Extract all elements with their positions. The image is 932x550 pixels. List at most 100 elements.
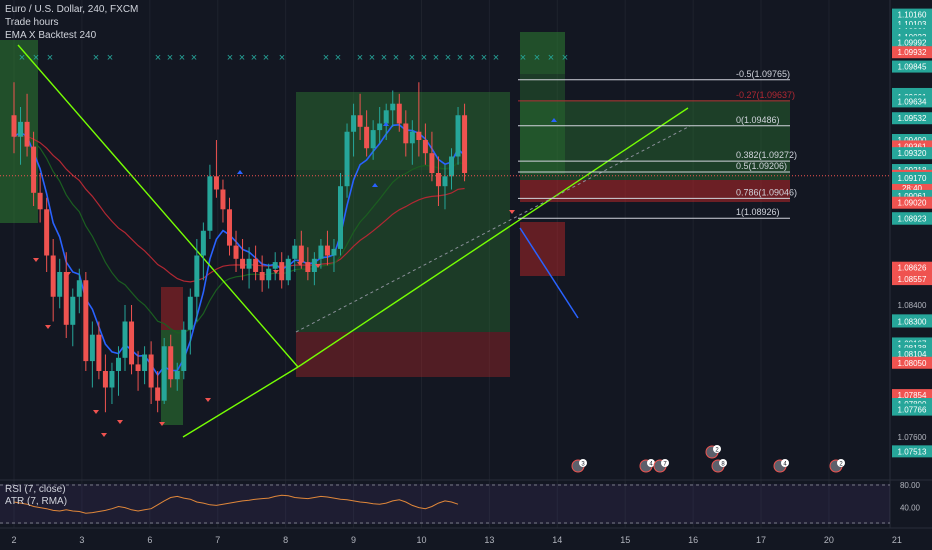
price-label: 28:40 xyxy=(902,184,923,193)
price-label: 1.08104 xyxy=(898,350,927,359)
rsi-pane: 80.00 40.00 xyxy=(0,479,932,524)
price-label: 1.09320 xyxy=(898,149,927,158)
candle-up xyxy=(200,230,206,256)
candle-up xyxy=(377,123,383,131)
time-tick-label: 16 xyxy=(688,535,698,545)
price-label: 1.09532 xyxy=(898,114,927,123)
x-signal-marker: × xyxy=(445,52,451,64)
candle-up xyxy=(338,186,343,249)
ema-slow-line xyxy=(13,135,465,283)
price-label-bg xyxy=(892,403,932,416)
fib-level-label: 1(1.08926) xyxy=(736,207,780,217)
x-signal-marker: × xyxy=(409,52,415,64)
price-label: 1.10103 xyxy=(898,20,927,29)
candle-down xyxy=(220,189,226,210)
candle-down xyxy=(357,115,363,127)
forecast-arrow-line xyxy=(519,227,579,319)
price-label-bg xyxy=(892,273,932,286)
candle-up xyxy=(383,110,389,124)
candle-up xyxy=(272,262,278,269)
x-signal-marker: × xyxy=(251,52,257,64)
candle-down xyxy=(364,126,370,149)
buy-arrow-marker xyxy=(237,170,243,174)
dashed-projection xyxy=(295,125,691,333)
candle-down xyxy=(37,192,43,210)
x-signal-marker: × xyxy=(47,52,53,64)
time-tick-label: 8 xyxy=(283,535,288,545)
candle-up xyxy=(292,245,298,259)
candle-down xyxy=(50,255,56,297)
fib-level-label: -0.5(1.09765) xyxy=(736,69,790,79)
candle-up xyxy=(344,131,350,187)
x-signal-marker: × xyxy=(335,52,341,64)
x-signal-marker: × xyxy=(548,52,554,64)
price-label: 1.08557 xyxy=(898,275,927,284)
candle-up xyxy=(442,176,448,187)
candle-up xyxy=(194,255,200,297)
event-badge-count: 2 xyxy=(839,462,843,468)
candle-up xyxy=(370,130,376,149)
candle-up xyxy=(89,334,95,362)
x-signal-marker: × xyxy=(469,52,475,64)
candle-down xyxy=(44,209,50,256)
x-signal-marker: × xyxy=(323,52,329,64)
price-label: 1.09992 xyxy=(898,38,927,47)
price-label-bg xyxy=(892,315,932,328)
candle-up xyxy=(161,346,167,401)
indicator-trade-hours[interactable]: Trade hours xyxy=(5,17,59,28)
x-signal-marker: × xyxy=(227,52,233,64)
event-badge xyxy=(579,459,587,467)
candle-down xyxy=(324,245,330,256)
rsi-indicator-label[interactable]: RSI (7, close) xyxy=(5,484,66,495)
event-badge xyxy=(647,459,655,467)
rsi-legend: RSI (7, close) ATR (7, RMA) xyxy=(5,484,67,508)
price-label: 1.07600 xyxy=(898,433,927,442)
sell-arrow-marker xyxy=(117,420,123,424)
candle-down xyxy=(279,262,285,281)
ema-mid-line xyxy=(13,134,465,334)
price-label: 1.07766 xyxy=(898,406,927,415)
price-label: 1.09170 xyxy=(898,174,927,183)
candle-down xyxy=(83,280,89,362)
x-signal-marker: × xyxy=(493,52,499,64)
candle-down xyxy=(31,146,37,193)
trade-zones xyxy=(0,32,790,425)
x-signal-marker: × xyxy=(369,52,375,64)
fib-level-label: -0.27(1.09637) xyxy=(736,90,795,100)
time-tick-label: 13 xyxy=(484,535,494,545)
candle-down xyxy=(253,258,259,272)
event-badge xyxy=(837,459,845,467)
trendlines xyxy=(17,44,691,438)
x-signal-marker: × xyxy=(107,52,113,64)
candle-up xyxy=(390,103,396,111)
candle-down xyxy=(396,103,402,124)
sell-arrow-marker xyxy=(159,422,165,426)
event-badge-count: 3 xyxy=(581,462,585,468)
candle-down xyxy=(96,334,102,371)
time-tick-label: 20 xyxy=(824,535,834,545)
x-signal-marker: × xyxy=(357,52,363,64)
symbol-title[interactable]: Euro / U.S. Dollar, 240, FXCM xyxy=(5,4,139,15)
x-signal-marker: × xyxy=(279,52,285,64)
price-label-bg xyxy=(892,95,932,108)
candle-down xyxy=(462,115,468,173)
x-signal-marker: × xyxy=(167,52,173,64)
trendline-up-left xyxy=(182,366,299,438)
zone-red-right xyxy=(520,222,565,276)
signal-x-markers: × × × × × × × × × × × × × × × × × × × × × × × × × × × × × × × × xyxy=(19,52,568,64)
candle-down xyxy=(403,123,409,144)
candle-up xyxy=(109,371,115,388)
atr-indicator-label[interactable]: ATR (7, RMA) xyxy=(5,496,68,507)
price-label-bg xyxy=(892,356,932,369)
indicator-ema-backtest[interactable]: EMA X Backtest 240 xyxy=(5,30,97,41)
price-label: 1.09061 xyxy=(898,192,927,201)
trendline-up-main xyxy=(297,107,689,368)
x-signal-marker: × xyxy=(421,52,427,64)
sell-arrow-marker xyxy=(273,270,279,274)
sell-arrow-marker xyxy=(33,258,39,262)
event-badge xyxy=(719,459,727,467)
time-tick-label: 10 xyxy=(416,535,426,545)
sell-arrow-marker xyxy=(93,410,99,414)
